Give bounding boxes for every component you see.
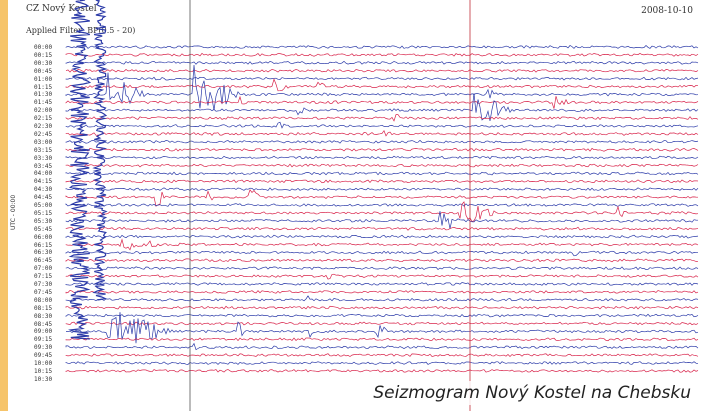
trace-line <box>66 190 698 206</box>
seismogram-traces <box>8 0 705 411</box>
trace-line <box>66 148 698 151</box>
trace-line <box>66 180 698 183</box>
trace-line <box>66 156 698 159</box>
trace-line <box>66 53 698 56</box>
trace-line <box>66 290 698 293</box>
trace-line <box>66 370 698 373</box>
trace-line <box>66 77 698 80</box>
seismogram-panel: CZ Nový Kostel Applied Filter: BP(0.5 - … <box>8 0 705 411</box>
trace-line <box>66 227 698 230</box>
trace-line <box>66 115 698 121</box>
trace-line <box>66 131 698 136</box>
trace-line <box>66 122 698 128</box>
trace-line <box>66 172 698 175</box>
trace-line <box>66 296 698 301</box>
trace-line <box>66 96 698 108</box>
trace-line <box>66 188 698 191</box>
trace-line <box>66 338 698 341</box>
trace-line <box>66 274 698 279</box>
trace-line <box>66 164 698 167</box>
caption: Seizmogram Nový Kostel na Chebsku <box>369 381 695 405</box>
trace-line <box>66 267 698 270</box>
trace-line <box>66 79 698 91</box>
trace-line <box>66 61 698 64</box>
trace-line <box>66 46 698 49</box>
trace-line <box>66 69 698 72</box>
trace-line <box>66 259 698 262</box>
trace-line <box>66 362 698 365</box>
trace-line <box>66 306 698 309</box>
trace-line <box>66 344 698 350</box>
trace-line <box>66 235 698 238</box>
trace-line <box>66 283 698 286</box>
trace-line <box>66 314 698 317</box>
trace-line <box>66 251 698 256</box>
trace-line <box>66 140 698 143</box>
trace-line <box>66 354 698 357</box>
trace-line <box>66 322 698 325</box>
trace-line <box>66 240 698 250</box>
saturated-trace <box>70 0 90 339</box>
trace-line <box>66 204 698 207</box>
